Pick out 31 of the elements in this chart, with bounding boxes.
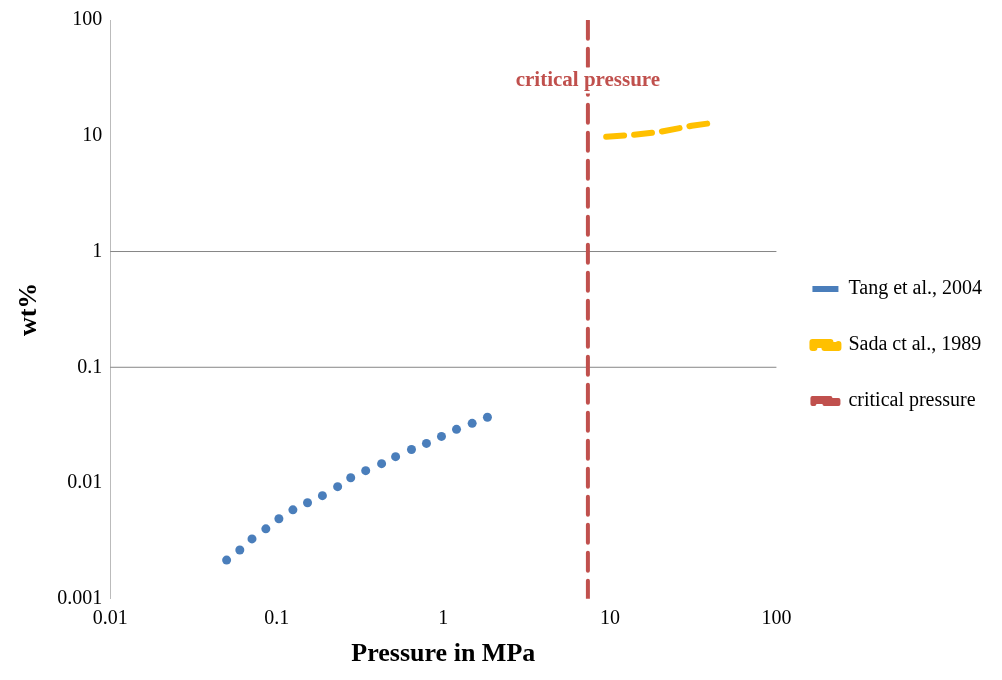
point <box>274 514 284 524</box>
y-axis-title: wt% <box>13 282 43 337</box>
legend-label: Tang et al., 2004 <box>848 276 983 300</box>
point <box>288 505 298 515</box>
y-tick-label: 0.1 <box>77 354 103 377</box>
y-tick-label: 100 <box>72 7 103 30</box>
point <box>391 452 401 462</box>
y-tick-label: 0.01 <box>67 470 103 493</box>
point <box>406 444 416 454</box>
point <box>303 498 313 508</box>
point <box>467 418 477 428</box>
point <box>436 431 446 441</box>
point <box>452 424 462 434</box>
point <box>482 412 492 422</box>
x-axis-title: Pressure in MPa <box>351 638 536 668</box>
y-tick-label: 10 <box>82 123 103 146</box>
x-tick-label: 100 <box>761 606 792 629</box>
annotation: critical pressure <box>515 66 661 91</box>
point <box>333 482 343 492</box>
point <box>361 466 371 476</box>
legend-label: Sada ct al., 1989 <box>848 332 982 355</box>
x-tick-label: 10 <box>599 606 620 629</box>
legend-label: critical pressure <box>848 388 976 412</box>
x-tick-label: 0.1 <box>264 606 290 629</box>
point <box>317 491 327 501</box>
point <box>421 438 431 448</box>
x-tick-label: 1 <box>438 606 449 629</box>
point <box>377 459 387 469</box>
point <box>346 473 356 483</box>
y-tick-label: 1 <box>92 238 103 261</box>
y-tick-label: 0.001 <box>57 586 103 609</box>
